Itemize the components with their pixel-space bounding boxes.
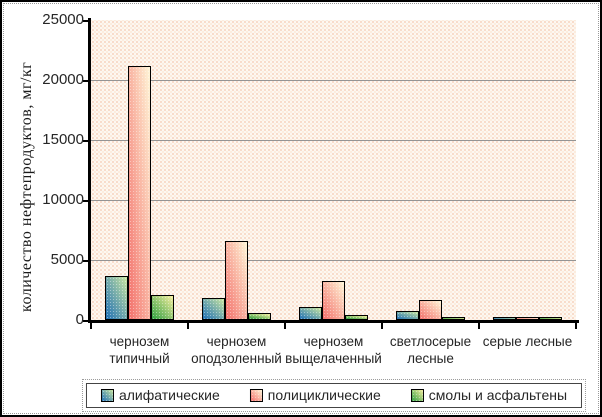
category-label: чернозем оподзоленный bbox=[191, 334, 282, 366]
y-tick-label: 10000 bbox=[42, 191, 84, 208]
legend-label: смолы и асфальтены bbox=[428, 387, 568, 403]
bar-смолы и асфальтены bbox=[539, 317, 562, 320]
bar-смолы и асфальтены bbox=[248, 312, 271, 320]
bar-полициклические bbox=[419, 300, 442, 320]
y-tick-label: 0 bbox=[75, 311, 84, 328]
bar-алифатические bbox=[493, 317, 516, 320]
y-axis-tick bbox=[83, 319, 91, 322]
legend-swatch bbox=[249, 388, 263, 402]
y-axis-tick bbox=[83, 259, 91, 262]
x-axis-tick bbox=[575, 323, 577, 329]
bar-group bbox=[91, 20, 188, 320]
bar-алифатические bbox=[202, 297, 225, 320]
bar-алифатические bbox=[396, 310, 419, 320]
bar-полициклические bbox=[128, 66, 151, 320]
x-axis-tick bbox=[381, 323, 383, 329]
bar-смолы и асфальтены bbox=[442, 316, 465, 320]
y-axis-line bbox=[88, 18, 91, 323]
x-axis-tick bbox=[478, 323, 480, 329]
category-label: чернозем типичный bbox=[109, 334, 170, 366]
gridline bbox=[91, 140, 576, 141]
legend-label: алифатические bbox=[118, 387, 220, 403]
y-axis-tick bbox=[83, 139, 91, 142]
y-tick-label: 20000 bbox=[42, 71, 84, 88]
bar-group bbox=[479, 20, 576, 320]
category-label: светлосерые лесные bbox=[389, 334, 472, 366]
x-axis-tick bbox=[284, 323, 286, 329]
bar-group bbox=[382, 20, 479, 320]
legend-item: полициклические bbox=[249, 387, 381, 403]
x-axis-tick bbox=[90, 323, 92, 329]
gridline bbox=[91, 80, 576, 81]
bar-полициклические bbox=[322, 280, 345, 320]
legend-label: полициклические bbox=[267, 387, 381, 403]
bar-полициклические bbox=[516, 316, 539, 320]
y-tick-label: 15000 bbox=[42, 131, 84, 148]
bar-смолы и асфальтены bbox=[151, 295, 174, 320]
category-label: серые лесные bbox=[482, 334, 573, 349]
bar-group bbox=[188, 20, 285, 320]
gridline bbox=[91, 260, 576, 261]
plot-area bbox=[91, 20, 576, 320]
legend-item: алифатические bbox=[100, 387, 220, 403]
legend-swatch bbox=[410, 388, 424, 402]
bar-смолы и асфальтены bbox=[345, 314, 368, 320]
category-label: чернозем выщелаченный bbox=[285, 334, 382, 366]
bar-group bbox=[285, 20, 382, 320]
legend-item: смолы и асфальтены bbox=[410, 387, 568, 403]
bar-алифатические bbox=[299, 306, 322, 320]
x-axis-tick bbox=[187, 323, 189, 329]
y-axis-tick bbox=[83, 79, 91, 82]
y-axis-tick bbox=[83, 199, 91, 202]
legend-swatch bbox=[100, 388, 114, 402]
gridline bbox=[91, 200, 576, 201]
bar-алифатические bbox=[105, 276, 128, 320]
y-axis-tick bbox=[83, 19, 91, 22]
y-tick-label: 25000 bbox=[42, 11, 84, 28]
x-axis-line bbox=[88, 320, 579, 323]
y-tick-label: 5000 bbox=[50, 251, 84, 268]
legend: алифатические полициклические смолы и асфа… bbox=[81, 379, 587, 412]
bar-полициклические bbox=[225, 241, 248, 320]
